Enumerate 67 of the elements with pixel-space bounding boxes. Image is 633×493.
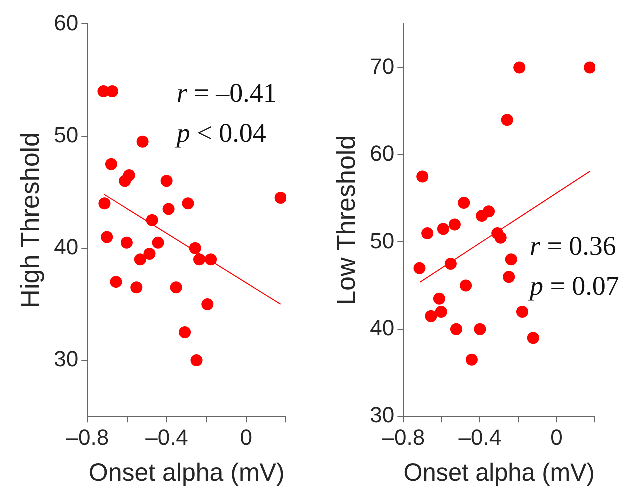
point xyxy=(433,292,446,305)
point xyxy=(584,62,595,74)
point xyxy=(146,214,158,226)
point xyxy=(505,254,518,266)
point xyxy=(120,236,133,249)
point xyxy=(514,62,526,74)
point xyxy=(435,306,448,318)
y-tick-label: 70 xyxy=(370,54,395,79)
annotation: p = 0.07 xyxy=(528,270,620,301)
point xyxy=(119,175,132,188)
point xyxy=(162,203,175,216)
point xyxy=(98,198,111,210)
point xyxy=(179,326,192,339)
point xyxy=(134,254,146,266)
point xyxy=(450,323,462,336)
point xyxy=(110,276,122,288)
point xyxy=(160,175,173,188)
point xyxy=(182,198,194,210)
y-axis-title: High Threshold xyxy=(14,132,45,308)
y-tick-label: 50 xyxy=(370,228,395,254)
point xyxy=(105,158,118,170)
point xyxy=(414,262,426,274)
x-tick-label: 0 xyxy=(550,424,563,450)
x-tick-label: –0.4 xyxy=(146,424,188,450)
point xyxy=(516,306,528,318)
point xyxy=(144,248,156,260)
point xyxy=(494,232,507,244)
point xyxy=(474,323,486,336)
y-axis-title: Low Threshold xyxy=(330,135,361,306)
point xyxy=(437,223,450,236)
point xyxy=(202,298,214,310)
point xyxy=(476,210,488,222)
point xyxy=(444,258,457,270)
x-axis-title: Onset alpha (mV) xyxy=(404,460,595,487)
x-tick-label: –0.4 xyxy=(458,424,502,450)
y-tick-label: 30 xyxy=(54,346,79,372)
point xyxy=(460,280,472,292)
y-tick-label: 40 xyxy=(370,315,395,340)
point xyxy=(205,254,218,266)
point xyxy=(152,236,164,249)
x-axis-title: Onset alpha (mV) xyxy=(88,458,285,487)
point xyxy=(527,332,540,344)
point xyxy=(194,254,206,266)
point xyxy=(190,354,203,367)
point xyxy=(501,114,514,126)
annotation: p < 0.04 xyxy=(174,118,267,148)
point xyxy=(458,196,470,209)
y-tick-label: 60 xyxy=(54,10,79,36)
point xyxy=(189,242,202,254)
x-tick-label: –0.8 xyxy=(66,424,110,450)
x-tick-label: 0 xyxy=(240,424,252,450)
annotation: r = 0.36 xyxy=(530,230,616,261)
point xyxy=(130,282,143,294)
point xyxy=(416,170,429,183)
point xyxy=(503,271,516,284)
point xyxy=(101,231,114,244)
point xyxy=(448,218,461,231)
point xyxy=(136,136,149,148)
point xyxy=(422,227,434,240)
point xyxy=(274,192,286,204)
y-tick-label: 60 xyxy=(370,141,395,166)
point xyxy=(466,354,478,366)
y-tick-label: 40 xyxy=(54,234,79,260)
point xyxy=(170,282,182,294)
y-tick-label: 50 xyxy=(54,122,79,148)
point xyxy=(425,310,438,322)
annotation: r = –0.41 xyxy=(176,78,277,108)
